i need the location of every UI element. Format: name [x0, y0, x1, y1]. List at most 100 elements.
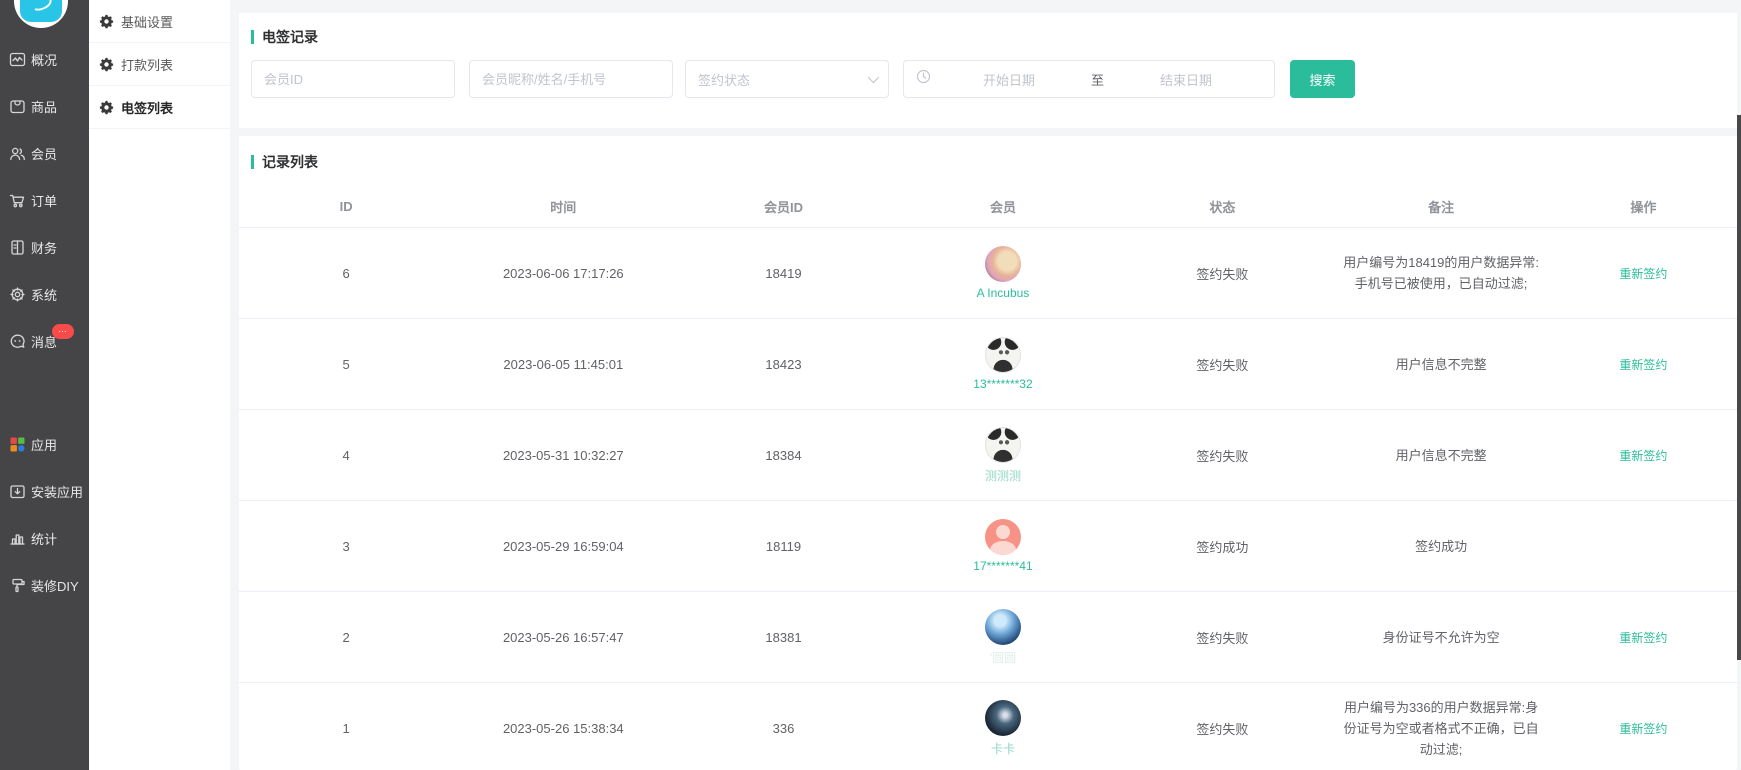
right-edge-sliver — [1737, 115, 1741, 660]
cell-id: 4 — [342, 447, 350, 463]
member-avatar[interactable] — [984, 426, 1021, 463]
member-name-link[interactable]: A Incubus — [976, 286, 1030, 300]
cell-remark: 身份证号不允许为空 — [1382, 629, 1500, 645]
resign-link[interactable]: 重新签约 — [1619, 266, 1668, 281]
table-row: 6 2023-06-06 17:17:26 18419 A Incubus 签约… — [239, 228, 1737, 319]
sidebar-item-system[interactable]: 系统 — [0, 271, 89, 318]
col-header-member-id: 会员ID — [764, 200, 804, 215]
status-text: 签约失败 — [1196, 357, 1249, 373]
member-id-input[interactable] — [251, 60, 455, 98]
date-range-picker[interactable]: 开始日期 至 结束日期 — [903, 60, 1275, 98]
records-card: 记录列表 ID 时间 会员ID 会员 状态 备注 操作 6 2023-06-06… — [239, 136, 1737, 770]
status-text: 签约失败 — [1196, 721, 1249, 737]
cell-remark: 签约成功 — [1415, 538, 1468, 554]
submenu-item-esign-list[interactable]: 电签列表 — [89, 86, 230, 129]
logo-square — [20, 0, 62, 22]
status-text: 签约失败 — [1196, 448, 1249, 464]
status-text: 签约失败 — [1196, 266, 1249, 282]
secondary-sidebar: 基础设置 打款列表 电签列表 — [89, 0, 230, 770]
sidebar-item-stats[interactable]: 统计 — [0, 515, 89, 562]
sign-status-select[interactable]: 签约状态 — [685, 60, 889, 98]
app-logo[interactable] — [0, 0, 89, 30]
cell-time: 2023-05-26 16:57:47 — [502, 629, 624, 645]
cell-id: 3 — [342, 538, 350, 554]
filter-row: 签约状态 开始日期 至 结束日期 搜索 — [251, 60, 1725, 98]
member-avatar[interactable] — [984, 246, 1021, 282]
submenu-item-payment-list[interactable]: 打款列表 — [89, 43, 230, 86]
sidebar-item-label: 装修DIY — [31, 579, 79, 594]
member-name-link[interactable]: 卡卡 — [990, 741, 1015, 756]
cell-member-id: 18119 — [765, 538, 802, 554]
member-name-link[interactable]: 17*******41 — [973, 559, 1033, 573]
date-separator: 至 — [1091, 72, 1105, 88]
sidebar-item-members[interactable]: 会员 — [0, 130, 89, 177]
chevron-down-icon — [867, 71, 880, 84]
table-row: 4 2023-05-31 10:32:27 18384 测测测 签约失败 用户信… — [239, 410, 1737, 501]
resign-link[interactable]: 重新签约 — [1619, 357, 1668, 372]
orders-icon — [9, 192, 26, 209]
member-avatar[interactable] — [984, 699, 1021, 736]
members-icon — [9, 145, 26, 162]
sidebar-item-orders[interactable]: 订单 — [0, 177, 89, 224]
end-date-placeholder: 结束日期 — [1160, 72, 1213, 88]
cell-member: 卡卡 — [894, 694, 1113, 763]
sidebar-item-finance[interactable]: 财务 — [0, 224, 89, 271]
cell-time: 2023-05-26 15:38:34 — [502, 720, 624, 736]
primary-sidebar: 概况 商品 会员 订单 财务 系统 — [0, 0, 89, 770]
cell-time: 2023-06-06 17:17:26 — [502, 265, 624, 281]
submenu-item-basic-settings[interactable]: 基础设置 — [89, 0, 230, 43]
cell-id: 5 — [342, 356, 350, 372]
sidebar-item-label: 应用 — [31, 438, 58, 453]
cell-id: 2 — [342, 629, 350, 645]
sidebar-item-label: 概况 — [31, 53, 58, 68]
section-accent-bar — [251, 30, 254, 44]
sidebar-item-install-app[interactable]: 安装应用 — [0, 468, 89, 515]
cell-time: 2023-05-31 10:32:27 — [502, 447, 624, 463]
member-name-link[interactable]: '圆圆 — [989, 650, 1017, 665]
table-row: 1 2023-05-26 15:38:34 336 卡卡 签约失败 用户编号为3… — [239, 683, 1737, 770]
cell-member: '圆圆 — [894, 603, 1113, 672]
member-name-link[interactable]: 测测测 — [984, 468, 1021, 483]
member-avatar[interactable] — [984, 519, 1021, 555]
resign-link[interactable]: 重新签约 — [1619, 630, 1668, 645]
cell-action: 重新签约 — [1550, 265, 1737, 282]
col-header-status: 状态 — [1209, 200, 1236, 215]
gear-icon — [99, 57, 114, 72]
sidebar-item-overview[interactable]: 概况 — [0, 36, 89, 83]
member-avatar[interactable] — [984, 337, 1021, 373]
records-section-title: 记录列表 — [239, 152, 1737, 172]
member-avatar[interactable] — [984, 608, 1021, 645]
cell-member: A Incubus — [894, 240, 1113, 306]
cell-member-id: 18381 — [765, 629, 802, 645]
cell-member-id: 18423 — [765, 356, 802, 372]
resign-link[interactable]: 重新签约 — [1619, 448, 1668, 463]
col-header-time: 时间 — [550, 200, 577, 215]
sidebar-item-goods[interactable]: 商品 — [0, 83, 89, 130]
status-text: 签约成功 — [1196, 539, 1249, 555]
member-name-input[interactable] — [469, 60, 673, 98]
stats-icon — [9, 530, 26, 547]
cell-member: 测测测 — [894, 421, 1113, 490]
sidebar-item-label: 财务 — [31, 241, 58, 256]
cell-member-id: 336 — [772, 720, 795, 736]
member-name-link[interactable]: 13*******32 — [973, 377, 1033, 391]
resign-link[interactable]: 重新签约 — [1619, 721, 1668, 736]
cell-remark: 用户信息不完整 — [1395, 356, 1487, 372]
search-button[interactable]: 搜索 — [1290, 60, 1355, 98]
sidebar-item-apps[interactable]: 应用 — [0, 421, 89, 468]
cell-member: 13*******32 — [894, 331, 1113, 397]
submenu-item-label: 基础设置 — [121, 14, 174, 30]
cell-id: 6 — [342, 265, 350, 281]
col-header-action: 操作 — [1630, 200, 1657, 215]
sidebar-item-label: 订单 — [31, 194, 58, 209]
clock-icon — [916, 69, 931, 89]
col-header-id: ID — [339, 199, 353, 214]
sidebar-item-diy[interactable]: 装修DIY — [0, 562, 89, 609]
overview-icon — [9, 51, 26, 68]
cell-remark: 用户信息不完整 — [1395, 447, 1487, 463]
table-row: 5 2023-06-05 11:45:01 18423 13*******32 … — [239, 319, 1737, 410]
filter-card: 电签记录 签约状态 开始日期 至 结束日期 搜索 — [239, 13, 1737, 128]
main-content: 电签记录 签约状态 开始日期 至 结束日期 搜索 — [230, 0, 1741, 770]
sidebar-item-messages[interactable]: 消息 … — [0, 318, 89, 365]
